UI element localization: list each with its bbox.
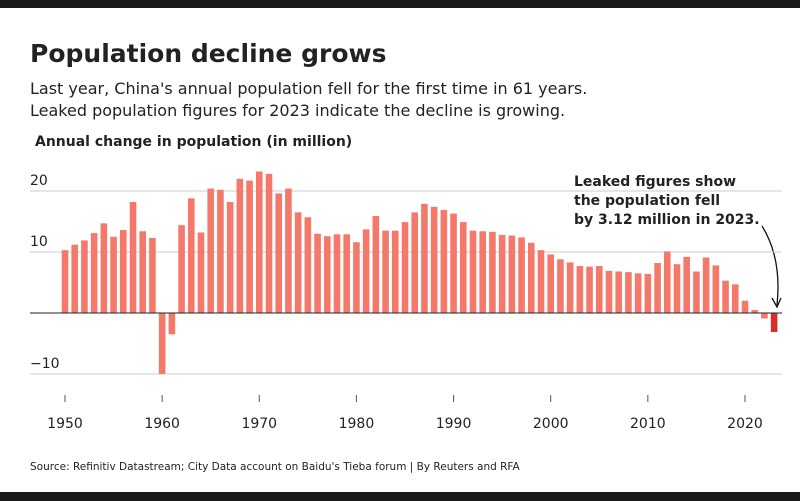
bar [100,223,108,313]
bar [119,230,127,313]
bar [362,229,370,313]
bar [741,300,749,313]
bar [527,242,535,313]
bar [731,284,739,313]
bar [158,313,166,374]
bar [537,250,545,313]
bar [61,250,69,313]
bar [557,259,564,313]
y-tick-label: 10 [30,234,48,250]
bar [90,233,98,313]
bar [285,188,292,313]
bar [489,231,496,313]
bar [547,254,555,313]
annotation: Leaked figures show [574,174,736,190]
bar [702,257,710,313]
bar [294,212,302,313]
bar [314,233,321,313]
bar [382,230,389,313]
bar [236,178,244,313]
bar [71,244,79,313]
bar [421,203,428,313]
bar [722,280,729,313]
bar [479,231,487,313]
annotation: by 3.12 million in 2023. [574,212,760,228]
bar [615,271,623,313]
annotation-arrow [761,225,779,306]
bar [139,231,147,313]
bar [129,201,137,313]
bar [634,273,642,313]
annotation: the population fell [574,193,720,209]
bar [411,212,419,313]
bar [265,173,273,313]
bar [168,313,176,335]
bar [751,309,759,313]
bar [683,256,691,313]
bar [469,230,477,313]
bar [197,232,205,313]
x-tick-label: 1960 [144,416,180,432]
bar [226,201,234,313]
bar [644,273,652,313]
bar [770,313,778,333]
bar [333,234,341,313]
bar [576,266,584,313]
bar [430,206,438,313]
x-tick-label: 2010 [630,416,666,432]
bar [217,189,224,313]
x-tick-label: 1970 [241,416,277,432]
bar [712,265,720,313]
bar [605,270,613,313]
bar [207,188,215,313]
bar [343,234,351,313]
bar [81,240,88,313]
bar [149,237,156,313]
subtitle: Leaked population figures for 2023 indic… [30,101,565,120]
bar [255,171,263,313]
bar [459,222,467,313]
bar [761,313,768,319]
x-tick-label: 2020 [727,416,763,432]
bar [391,230,399,313]
bar [401,222,409,313]
bar [654,262,661,313]
x-tick-label: 1950 [47,416,83,432]
annotation-arrowhead [771,297,782,309]
bar [440,209,448,313]
y-tick-label: 20 [30,173,48,189]
bar [110,236,117,313]
bar [323,236,331,313]
source: Source: Refinitiv Datastream; City Data … [30,461,521,473]
y-tick-label: −10 [30,356,60,372]
bar [498,234,506,313]
x-tick-label: 1990 [436,416,472,432]
bar [246,180,253,313]
top-bar [0,0,800,8]
bar [508,235,516,313]
x-tick-label: 1980 [339,416,375,432]
bar [304,217,312,313]
x-tick-label: 2000 [533,416,569,432]
bar [693,271,700,313]
chart-title: Population decline grows [30,39,386,68]
bar [595,266,603,313]
bar [450,213,457,313]
bar [275,193,283,313]
bar [625,272,632,313]
bar [178,225,185,313]
bar [353,242,360,313]
bar [372,216,380,313]
bar [673,264,681,313]
y-axis-label: Annual change in population (in million) [35,134,352,150]
bar [586,266,593,313]
bar [566,262,574,313]
bottom-bar [0,492,800,501]
subtitle: Last year, China's annual population fel… [30,79,587,98]
bar [518,237,525,313]
bar [187,198,195,313]
bar [663,251,671,313]
